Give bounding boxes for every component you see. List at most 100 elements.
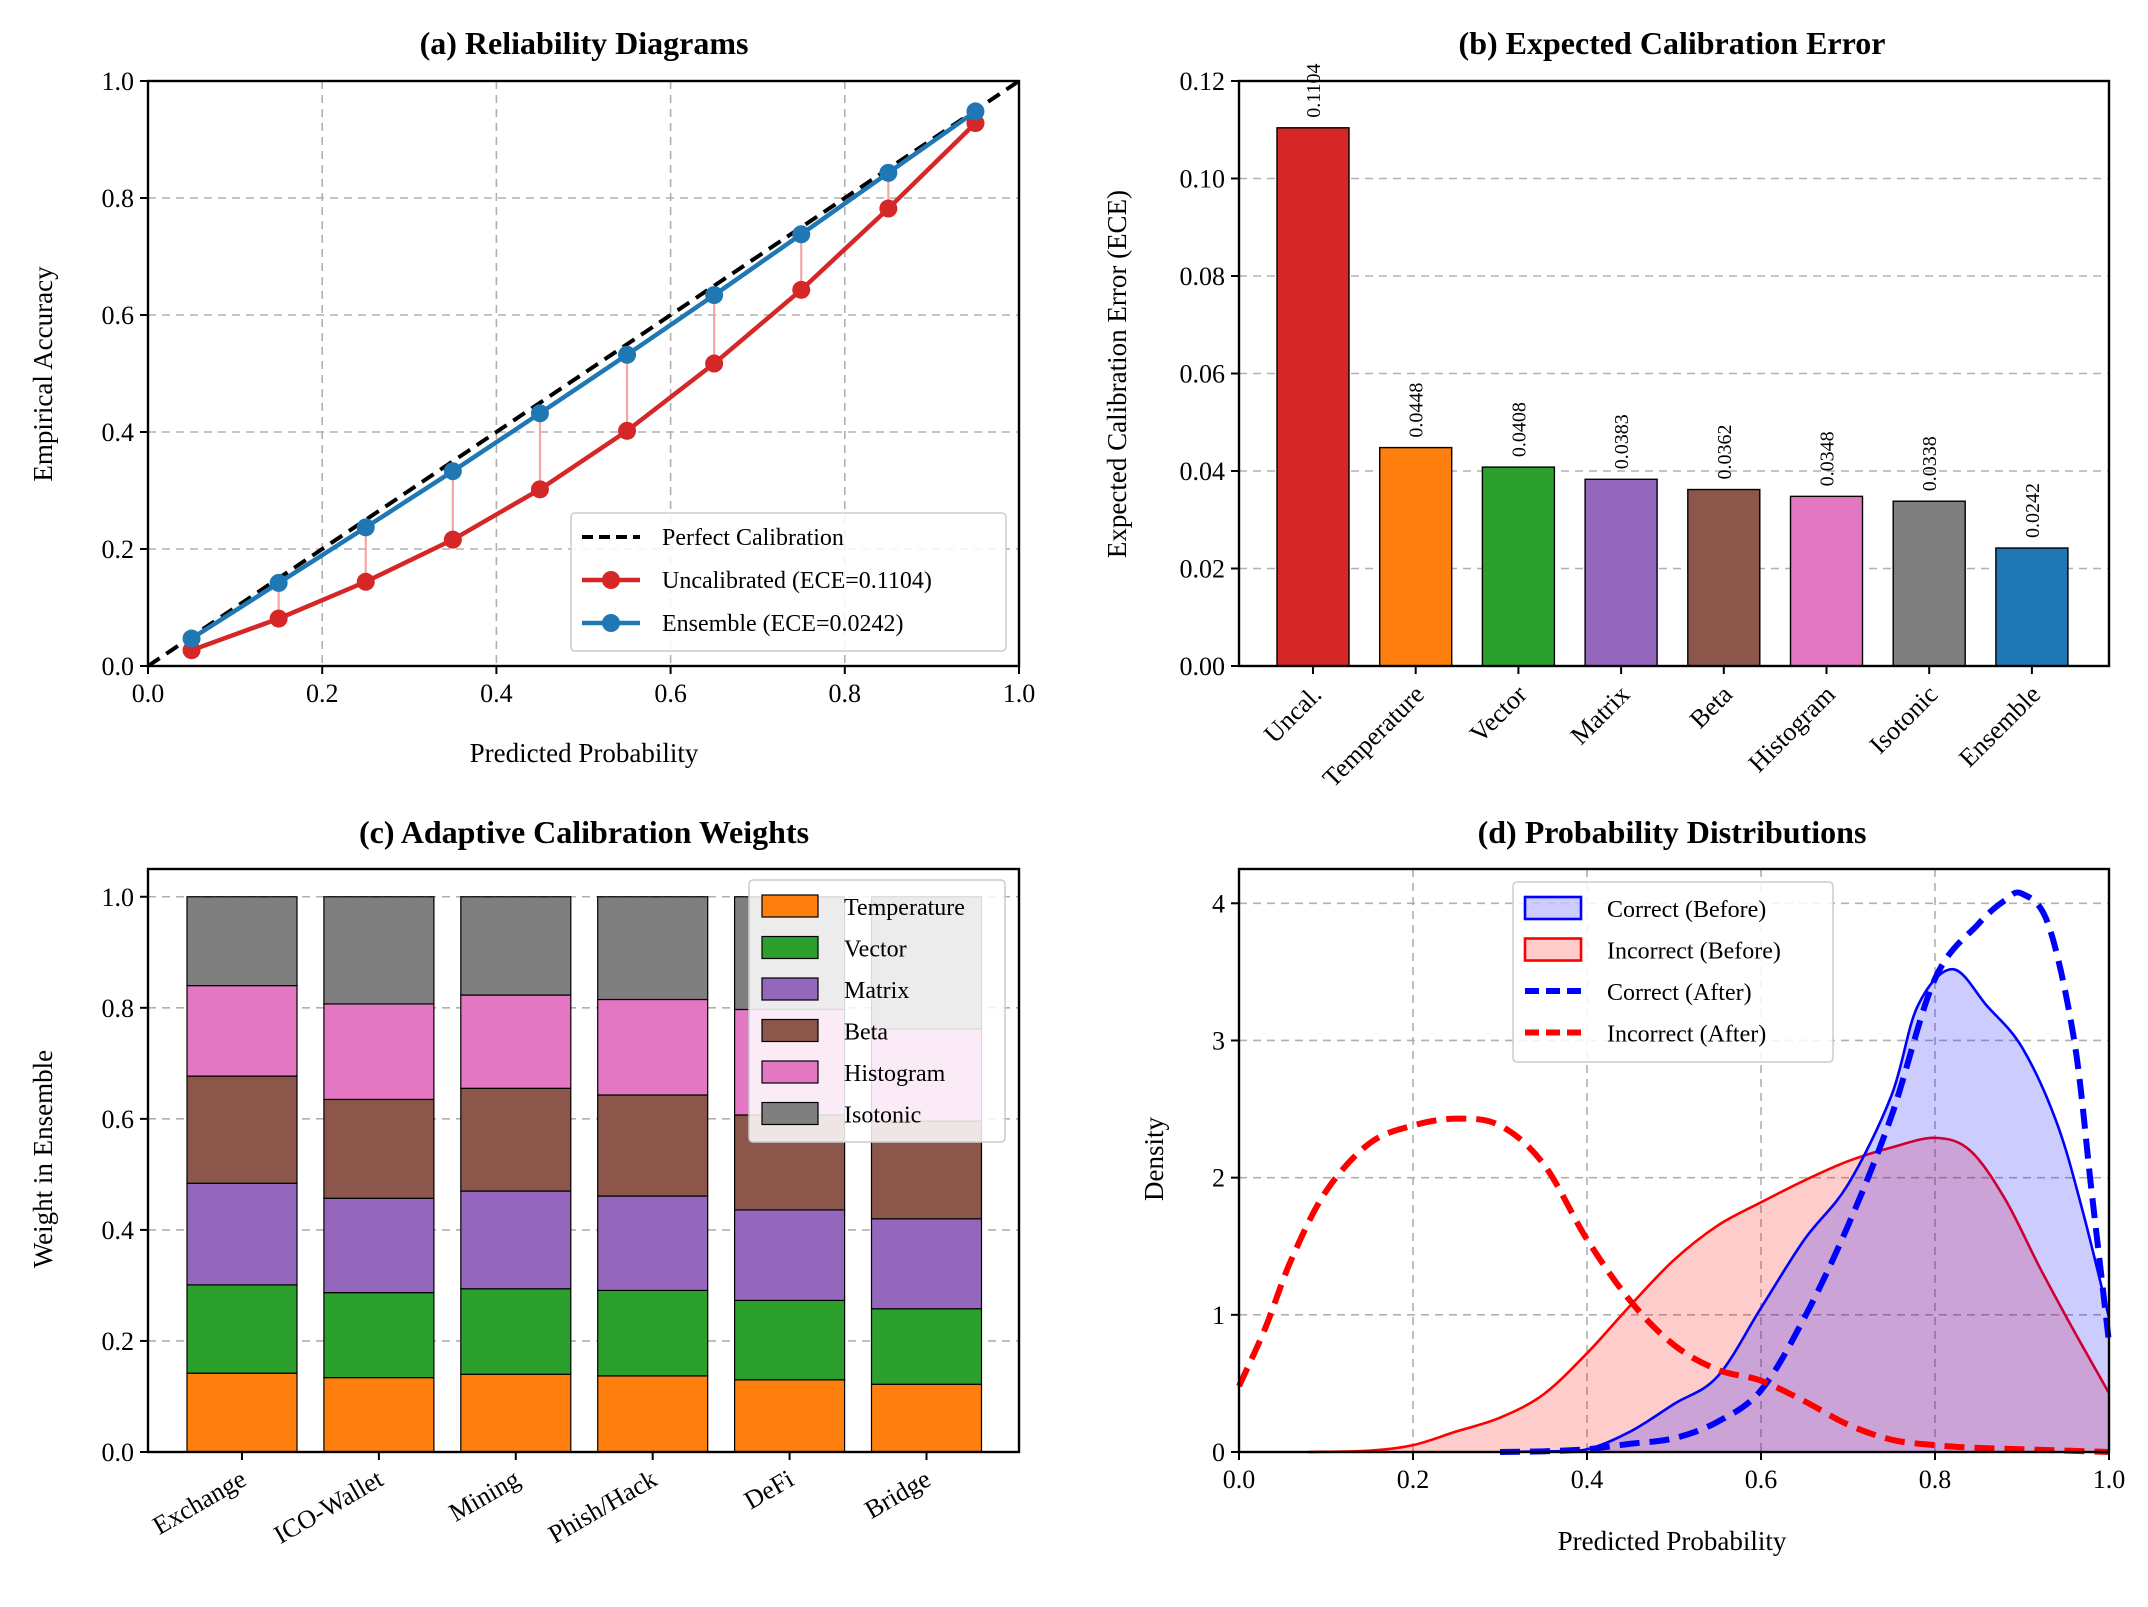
panel-a-uncalibrated-point xyxy=(792,280,811,299)
panel-a-ytick-label: 0.0 xyxy=(102,652,135,681)
panel-b-ytick-label: 0.00 xyxy=(1180,652,1226,681)
panel-b-xtick-label: Temperature xyxy=(1317,680,1430,793)
panel-a-ytick-label: 0.2 xyxy=(102,535,135,564)
panel-c-bar-segment xyxy=(870,1383,983,1453)
panel-b-ytick-label: 0.02 xyxy=(1180,555,1226,584)
panel-d-legend-label: Incorrect (Before) xyxy=(1607,939,1781,965)
panel-a-ensemble-point xyxy=(792,225,811,244)
panel-c-bar-segment xyxy=(323,1376,435,1453)
panel-c-bar-segment xyxy=(460,1190,572,1290)
panel-b-ylabel: Expected Calibration Error (ECE) xyxy=(1102,190,1132,558)
panel-b-data-label: 0.0408 xyxy=(1508,402,1530,457)
panel-c-xtick-label: Bridge xyxy=(860,1464,936,1524)
panel-d-legend-box xyxy=(1512,881,1834,1063)
panel-b-xtick-label: Beta xyxy=(1684,679,1739,734)
panel-b-bar xyxy=(1789,495,1864,667)
panel-c-ylabel: Weight in Ensemble xyxy=(28,1050,58,1268)
panel-a-ensemble-point xyxy=(443,462,462,481)
panel-a-ytick-label: 1.0 xyxy=(102,67,135,96)
panel-b-data-label: 0.0242 xyxy=(2022,483,2044,538)
panel-b-ytick-label: 0.06 xyxy=(1180,360,1226,389)
panel-d-incorrect-after-line xyxy=(1236,1115,2110,1455)
panel-c-bar-segment xyxy=(597,896,709,1001)
panel-c-ytick-label: 0.4 xyxy=(102,1216,135,1245)
panel-c-legend-swatch xyxy=(761,1018,819,1043)
panel-c-bar-segment xyxy=(870,1308,983,1385)
panel-b-ytick-label: 0.08 xyxy=(1180,262,1226,291)
panel-a-ensemble-point xyxy=(879,163,898,182)
panel-a-legend-marker xyxy=(602,571,620,589)
panel-c-bar-segment xyxy=(323,1003,435,1101)
panel-a-uncalibrated-point xyxy=(269,609,288,628)
panel-c-bar-segment xyxy=(870,1218,983,1310)
panel-a-legend-label: Uncalibrated (ECE=0.1104) xyxy=(662,568,932,594)
panel-a-xtick-label: 0.8 xyxy=(829,679,862,708)
panel-b-title: (b) Expected Calibration Error xyxy=(1459,25,1886,61)
panel-d-title: (d) Probability Distributions xyxy=(1478,814,1867,850)
panel-d-correct-before-line xyxy=(1499,967,2111,1454)
panel-a-ytick-label: 0.4 xyxy=(102,418,135,447)
panel-d-probability-distributions: (d) Probability Distributions Predicted … xyxy=(1139,814,2125,1556)
panel-c-bar-segment xyxy=(186,1284,298,1374)
panel-c-xtick-label: ICO-Wallet xyxy=(269,1464,389,1550)
panel-c-bar-segment xyxy=(597,1195,709,1292)
panel-c-legend-swatch xyxy=(761,1060,819,1084)
panel-d-incorrect-before-line xyxy=(1308,1136,2111,1454)
panel-a-ensemble-point xyxy=(705,286,724,305)
panel-d-xtick-label: 0.4 xyxy=(1571,1465,1604,1494)
panel-c-bar-segment xyxy=(597,1375,709,1453)
panel-c-bar-segment xyxy=(733,1379,846,1453)
panel-c-legend-label: Matrix xyxy=(844,978,909,1004)
panel-b-xtick-label: Isotonic xyxy=(1864,680,1944,760)
panel-b-xtick-label: Matrix xyxy=(1565,680,1636,751)
panel-c-legend-label: Temperature xyxy=(844,895,965,921)
panel-b-ytick-label: 0.12 xyxy=(1180,67,1226,96)
panel-a-ensemble-point xyxy=(182,629,201,648)
panel-b-data-label: 0.0338 xyxy=(1919,436,1941,491)
panel-c-legend-swatch xyxy=(761,894,819,918)
panel-d-legend-label: Incorrect (After) xyxy=(1607,1022,1766,1048)
panel-b-xtick-label: Histogram xyxy=(1743,680,1841,778)
panel-d-correct-before-area xyxy=(1500,969,2109,1452)
panel-c-xtick-label: Mining xyxy=(444,1464,525,1527)
panel-a-ytick-label: 0.6 xyxy=(102,301,135,330)
panel-b-bar xyxy=(1481,466,1556,667)
panel-d-ytick-label: 3 xyxy=(1212,1026,1225,1055)
panel-c-xtick-label: DeFi xyxy=(739,1464,799,1515)
panel-b-data-label: 0.0348 xyxy=(1817,431,1839,486)
panel-a-ytick-label: 0.8 xyxy=(102,184,135,213)
panel-c-bar-segment xyxy=(323,1098,435,1199)
panel-b-data-label: 0.1104 xyxy=(1303,64,1325,118)
panel-d-ytick-label: 4 xyxy=(1212,889,1225,918)
panel-c-bar-segment xyxy=(323,896,435,1005)
panel-b-ytick-label: 0.10 xyxy=(1180,165,1226,194)
panel-a-uncalibrated-point xyxy=(879,199,898,218)
panel-b-ece-bar-chart: (b) Expected Calibration Error Expected … xyxy=(1102,25,2111,793)
panel-a-uncalibrated-point xyxy=(530,480,549,499)
panel-a-xtick-label: 0.4 xyxy=(480,679,513,708)
panel-c-legend: Temperature Vector Matrix Beta Histogram Isot… xyxy=(748,879,1006,1143)
panel-b-bar xyxy=(1378,446,1453,667)
panel-d-ytick-label: 2 xyxy=(1212,1164,1225,1193)
panel-d-xtick-label: 0.6 xyxy=(1745,1465,1778,1494)
panel-a-legend-label: Perfect Calibration xyxy=(662,525,844,551)
panel-a-legend: Perfect Calibration Uncalibrated (ECE=0.1… xyxy=(570,512,1007,652)
panel-a-ensemble-line xyxy=(190,109,977,641)
panel-a-uncalibrated-point xyxy=(443,530,462,549)
panel-d-xtick-label: 0.8 xyxy=(1919,1465,1952,1494)
panel-c-bar-segment xyxy=(733,1299,846,1381)
panel-c-bar-segment xyxy=(186,1182,298,1286)
panel-a-xtick-label: 1.0 xyxy=(1003,679,1036,708)
panel-b-data-label: 0.0362 xyxy=(1714,425,1736,480)
panel-c-title: (c) Adaptive Calibration Weights xyxy=(359,814,809,850)
panel-d-xtick-label: 0.0 xyxy=(1223,1465,1256,1494)
panel-a-xtick-label: 0.2 xyxy=(306,679,339,708)
panel-d-legend: Correct (Before) Incorrect (Before) Correc… xyxy=(1512,881,1834,1063)
panel-d-legend-swatch xyxy=(1523,895,1583,921)
panel-c-bar-segment xyxy=(597,998,709,1096)
panel-c-legend-label: Vector xyxy=(844,937,907,963)
panel-d-legend-label: Correct (Before) xyxy=(1607,897,1766,923)
panel-c-bar-segment xyxy=(460,1087,572,1192)
panel-b-bar xyxy=(1687,488,1761,667)
